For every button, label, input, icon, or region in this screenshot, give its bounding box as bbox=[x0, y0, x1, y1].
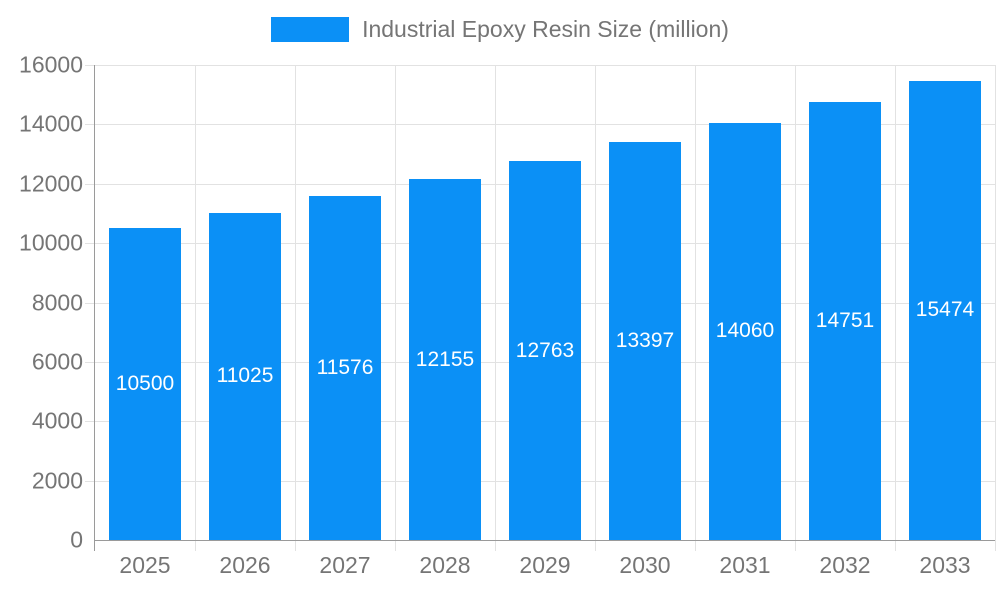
y-axis-label: 16000 bbox=[19, 51, 83, 78]
bar: 11025 bbox=[209, 212, 281, 540]
bar: 13397 bbox=[609, 142, 681, 540]
bar-value-label: 11576 bbox=[316, 356, 374, 380]
x-axis-line bbox=[94, 540, 995, 541]
x-axis-label: 2026 bbox=[219, 552, 271, 578]
bar: 15474 bbox=[909, 80, 981, 540]
bar-value-label: 11025 bbox=[216, 364, 274, 388]
v-gridline bbox=[995, 65, 996, 551]
h-gridline bbox=[85, 124, 995, 126]
v-gridline bbox=[295, 65, 296, 551]
v-gridline bbox=[394, 65, 396, 551]
x-axis-label: 2027 bbox=[319, 552, 371, 578]
y-axis-label: 0 bbox=[70, 526, 83, 553]
y-axis-label: 14000 bbox=[19, 110, 83, 137]
x-axis-label: 2029 bbox=[519, 552, 571, 578]
x-axis-label: 2030 bbox=[619, 552, 671, 578]
bar: 14060 bbox=[709, 122, 781, 540]
bar-value-label: 15474 bbox=[915, 298, 975, 322]
legend: Industrial Epoxy Resin Size (million) bbox=[0, 16, 1000, 43]
bar-value-label: 10500 bbox=[115, 372, 175, 396]
bar-value-label: 14060 bbox=[715, 319, 775, 343]
x-axis-label: 2025 bbox=[119, 552, 171, 578]
bar-value-label: 14751 bbox=[815, 309, 875, 333]
v-gridline bbox=[595, 65, 596, 551]
v-gridline bbox=[694, 65, 696, 551]
y-axis-label: 12000 bbox=[19, 170, 83, 197]
bar-value-label: 13397 bbox=[615, 329, 675, 353]
bar: 11576 bbox=[309, 196, 381, 540]
y-axis-label: 2000 bbox=[31, 467, 83, 494]
h-gridline bbox=[85, 65, 995, 66]
bar: 14751 bbox=[809, 102, 881, 540]
bar: 12155 bbox=[409, 179, 481, 540]
legend-label: Industrial Epoxy Resin Size (million) bbox=[362, 16, 729, 42]
bar-value-label: 12763 bbox=[515, 338, 575, 362]
y-axis-label: 6000 bbox=[31, 348, 83, 375]
x-axis-label: 2028 bbox=[419, 552, 471, 578]
bar: 12763 bbox=[509, 161, 581, 540]
x-axis-label: 2031 bbox=[719, 552, 771, 578]
x-axis-label: 2033 bbox=[919, 552, 971, 578]
bar-value-label: 12155 bbox=[415, 347, 475, 371]
v-gridline bbox=[195, 65, 196, 551]
y-axis-line bbox=[94, 65, 95, 551]
y-axis-labels: 0 2000 4000 6000 8000 10000 12000 14000 16000 bbox=[0, 52, 83, 553]
bar: 10500 bbox=[108, 228, 181, 540]
y-axis-label: 10000 bbox=[19, 229, 83, 256]
y-axis-label: 8000 bbox=[31, 289, 83, 315]
v-gridline bbox=[495, 65, 496, 551]
plot-area: 10500 11025 11576 12155 12763 13397 14060 14751… bbox=[85, 65, 996, 551]
legend-swatch bbox=[271, 17, 350, 42]
v-gridline bbox=[895, 65, 896, 551]
x-axis-label: 2032 bbox=[819, 552, 871, 578]
y-axis-label: 4000 bbox=[31, 407, 83, 434]
x-axis-labels: 2025 2026 2027 2028 2029 2030 2031 2032 2033 bbox=[95, 552, 995, 588]
v-gridline bbox=[795, 65, 796, 551]
